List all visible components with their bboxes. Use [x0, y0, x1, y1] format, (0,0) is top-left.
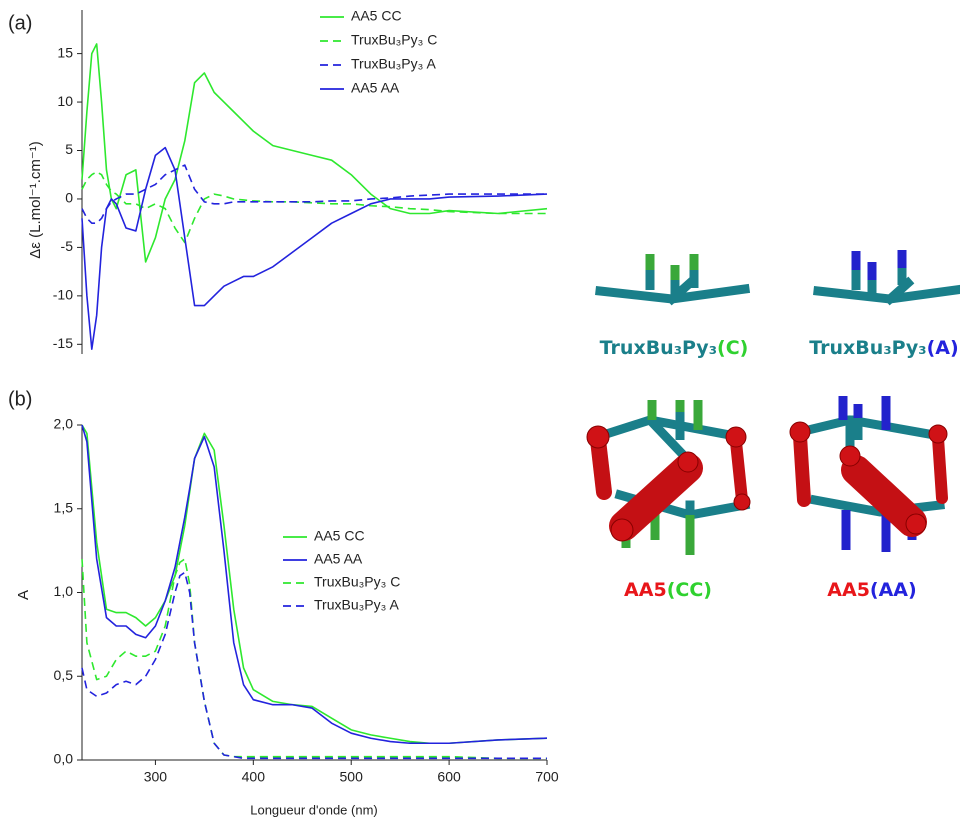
- molecule-name: AA5: [624, 579, 667, 601]
- panel-label: (b): [8, 388, 32, 410]
- x-tick-label: 600: [437, 769, 461, 785]
- legend-label: TruxBu₃Py₃ C: [351, 32, 437, 48]
- legend-label: AA5 AA: [351, 80, 400, 96]
- y-tick-label: 0,5: [54, 667, 74, 683]
- x-tick-label: 300: [144, 769, 168, 785]
- legend-label: AA5 CC: [314, 528, 365, 544]
- y-tick-label: -15: [53, 335, 73, 351]
- y-tick-label: 1,0: [54, 583, 74, 599]
- y-axis-label: Δε (L.mol⁻¹.cm⁻¹): [27, 141, 44, 259]
- molecule-name: AA5: [827, 579, 870, 601]
- legend-label: TruxBu₃Py₃ A: [314, 597, 399, 613]
- x-axis-label: Longueur d'onde (nm): [250, 802, 378, 817]
- series-line: [81, 171, 547, 244]
- series-line: [81, 571, 547, 760]
- legend-label: TruxBu₃Py₃ C: [314, 574, 400, 590]
- molecule-label: TruxBu₃Py₃(C): [600, 337, 749, 359]
- y-tick-label: -5: [61, 238, 74, 254]
- legend-label: AA5 CC: [351, 8, 402, 24]
- molecule-aa5-aa: [789, 396, 948, 552]
- series-line: [81, 164, 547, 224]
- molecule-tag: (CC): [667, 579, 712, 601]
- x-tick-label: 400: [242, 769, 266, 785]
- molecule-label: AA5(CC): [624, 579, 712, 601]
- y-tick-label: 5: [65, 141, 73, 157]
- y-tick-label: 10: [57, 93, 73, 109]
- molecule-tag: (AA): [870, 579, 917, 601]
- molecule-trux-a: [813, 250, 960, 306]
- panel-label: (a): [8, 12, 32, 34]
- molecule-name: TruxBu₃Py₃: [600, 337, 717, 359]
- molecule-trux-c: [595, 254, 751, 306]
- series-line: [81, 146, 548, 350]
- y-tick-label: 15: [57, 44, 73, 60]
- y-tick-label: 2,0: [54, 416, 74, 432]
- series-line: [81, 424, 548, 745]
- series-line: [81, 424, 548, 745]
- molecule-tag: (A): [927, 337, 959, 359]
- y-tick-label: 0,0: [54, 751, 74, 767]
- molecule-name: TruxBu₃Py₃: [809, 337, 926, 359]
- y-tick-label: 0: [65, 190, 73, 206]
- legend-label: AA5 AA: [314, 551, 363, 567]
- molecule-aa5-cc: [586, 400, 751, 555]
- x-tick-label: 500: [340, 769, 364, 785]
- y-tick-label: -10: [53, 287, 73, 303]
- molecule-label: TruxBu₃Py₃(A): [809, 337, 958, 359]
- molecule-label: AA5(AA): [827, 579, 916, 601]
- series-line: [81, 43, 548, 263]
- x-tick-label: 700: [535, 769, 559, 785]
- y-tick-label: 1,5: [54, 499, 74, 515]
- y-axis-label: A: [15, 590, 32, 600]
- molecule-tag: (C): [717, 337, 748, 359]
- legend-label: TruxBu₃Py₃ A: [351, 56, 436, 72]
